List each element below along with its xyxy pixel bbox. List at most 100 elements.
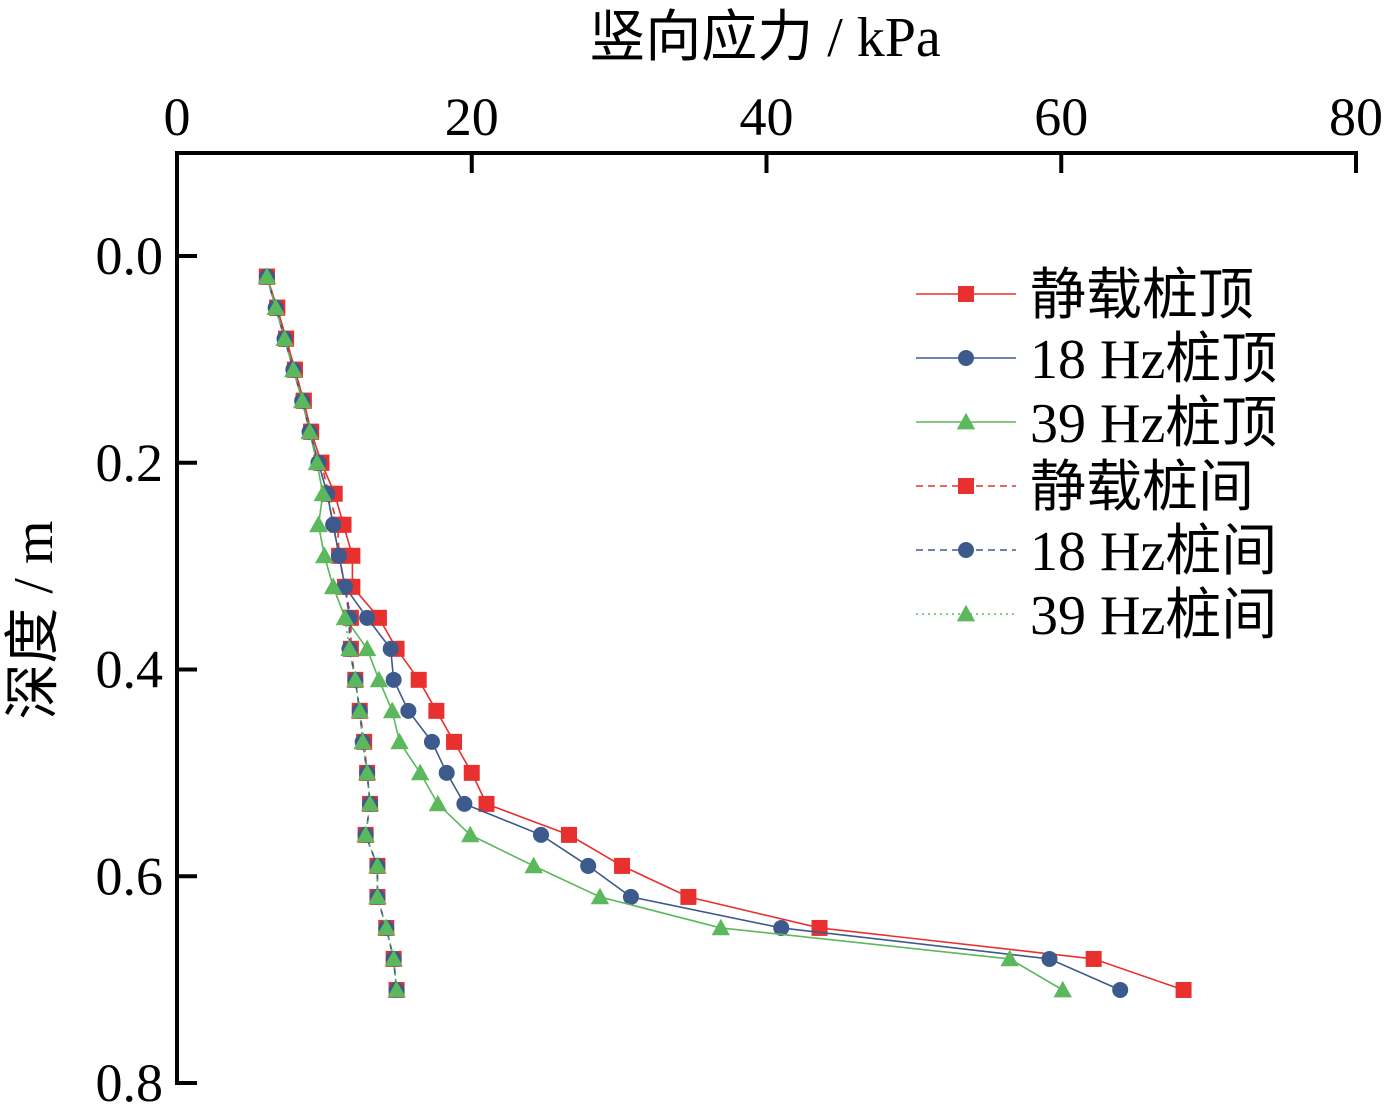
legend-entry: 39 Hz桩顶: [916, 393, 1277, 455]
data-point: [428, 702, 445, 719]
data-point: [266, 298, 285, 316]
data-point: [356, 825, 375, 843]
data-point: [377, 918, 396, 936]
data-point: [622, 888, 639, 905]
data-point: [350, 701, 369, 719]
y-tick-label: 0.6: [96, 846, 164, 906]
series-4: [258, 268, 405, 998]
x-tick-label: 40: [740, 87, 794, 147]
data-point: [382, 701, 402, 719]
data-point: [331, 547, 348, 564]
data-point: [410, 763, 430, 781]
data-point: [428, 794, 448, 812]
data-point: [384, 949, 403, 967]
x-tick-label: 0: [164, 87, 191, 147]
data-point: [344, 547, 361, 564]
x-ticks: 0 20 40 60 80: [164, 87, 1383, 173]
data-point: [257, 267, 277, 285]
legend-entry: 静载桩间: [916, 457, 1254, 519]
series-line: [266, 276, 1064, 991]
data-point: [1175, 981, 1192, 998]
data-point: [533, 826, 550, 843]
legend-entry: 39 Hz桩间: [916, 585, 1277, 647]
data-point: [390, 732, 409, 750]
data-point: [307, 453, 327, 471]
series-line: [266, 276, 1121, 991]
legend-label: 18 Hz桩间: [1030, 521, 1277, 583]
legend-marker: [958, 542, 974, 558]
legend-label: 静载桩顶: [1030, 265, 1254, 327]
data-point: [340, 639, 359, 657]
y-tick-label: 0.0: [96, 226, 164, 286]
series-6: [257, 267, 406, 998]
data-point: [423, 733, 440, 750]
data-point: [456, 795, 473, 812]
legend-entry: 18 Hz桩顶: [916, 329, 1277, 391]
data-point: [1085, 950, 1102, 967]
data-point: [561, 826, 578, 843]
legend-marker: [958, 286, 974, 302]
data-point: [461, 825, 480, 843]
data-point: [368, 887, 387, 905]
data-point: [385, 671, 402, 688]
series-line: [266, 276, 398, 991]
data-point: [524, 856, 543, 874]
data-point: [325, 516, 342, 533]
data-point: [387, 980, 406, 998]
legend-entry: 静载桩顶: [916, 265, 1254, 327]
data-point: [1053, 980, 1072, 998]
data-point: [711, 918, 731, 936]
x-axis-title: 竖向应力 / kPa: [589, 7, 941, 69]
x-tick-label: 20: [445, 87, 499, 147]
data-point: [580, 857, 597, 874]
data-point: [300, 422, 319, 440]
legend-label: 18 Hz桩顶: [1030, 329, 1277, 391]
data-point: [357, 763, 377, 781]
data-point: [773, 919, 790, 936]
y-tick-label: 0.8: [96, 1053, 164, 1107]
data-point: [400, 702, 417, 719]
data-point: [382, 640, 399, 657]
data-point: [369, 670, 389, 688]
plot-area: [257, 267, 1192, 998]
legend-marker: [958, 478, 974, 494]
data-point: [293, 391, 312, 409]
data-point: [324, 577, 343, 595]
legend-marker: [958, 350, 974, 366]
series-3: [257, 267, 1072, 998]
data-point: [284, 360, 303, 378]
data-point: [275, 329, 294, 347]
legend-marker: [956, 604, 976, 622]
legend-entry: 18 Hz桩间: [916, 521, 1277, 583]
data-point: [1041, 950, 1058, 967]
data-point: [368, 856, 387, 874]
data-point: [478, 795, 495, 812]
legend-label: 静载桩间: [1030, 457, 1254, 519]
data-point: [1000, 949, 1019, 967]
data-point: [313, 484, 333, 502]
y-axis-title: 深度 / m: [3, 520, 65, 719]
legend-label: 39 Hz桩间: [1030, 585, 1277, 647]
legend-marker: [956, 412, 976, 430]
legend-label: 39 Hz桩顶: [1030, 393, 1277, 455]
series-line: [266, 276, 398, 991]
data-point: [353, 732, 372, 750]
data-point: [359, 609, 376, 626]
x-tick-label: 80: [1329, 87, 1383, 147]
y-tick-label: 0.4: [96, 640, 164, 700]
data-point: [360, 794, 380, 812]
data-point: [315, 546, 334, 564]
data-point: [680, 888, 697, 905]
y-ticks: 0.0 0.2 0.4 0.6 0.8: [96, 226, 197, 1107]
data-point: [614, 857, 631, 874]
data-point: [410, 671, 427, 688]
x-tick-label: 60: [1034, 87, 1088, 147]
y-tick-label: 0.2: [96, 433, 164, 493]
data-point: [1112, 981, 1129, 998]
data-point: [309, 515, 328, 533]
series-5: [258, 268, 405, 998]
data-point: [357, 639, 377, 657]
series-line: [266, 276, 398, 991]
